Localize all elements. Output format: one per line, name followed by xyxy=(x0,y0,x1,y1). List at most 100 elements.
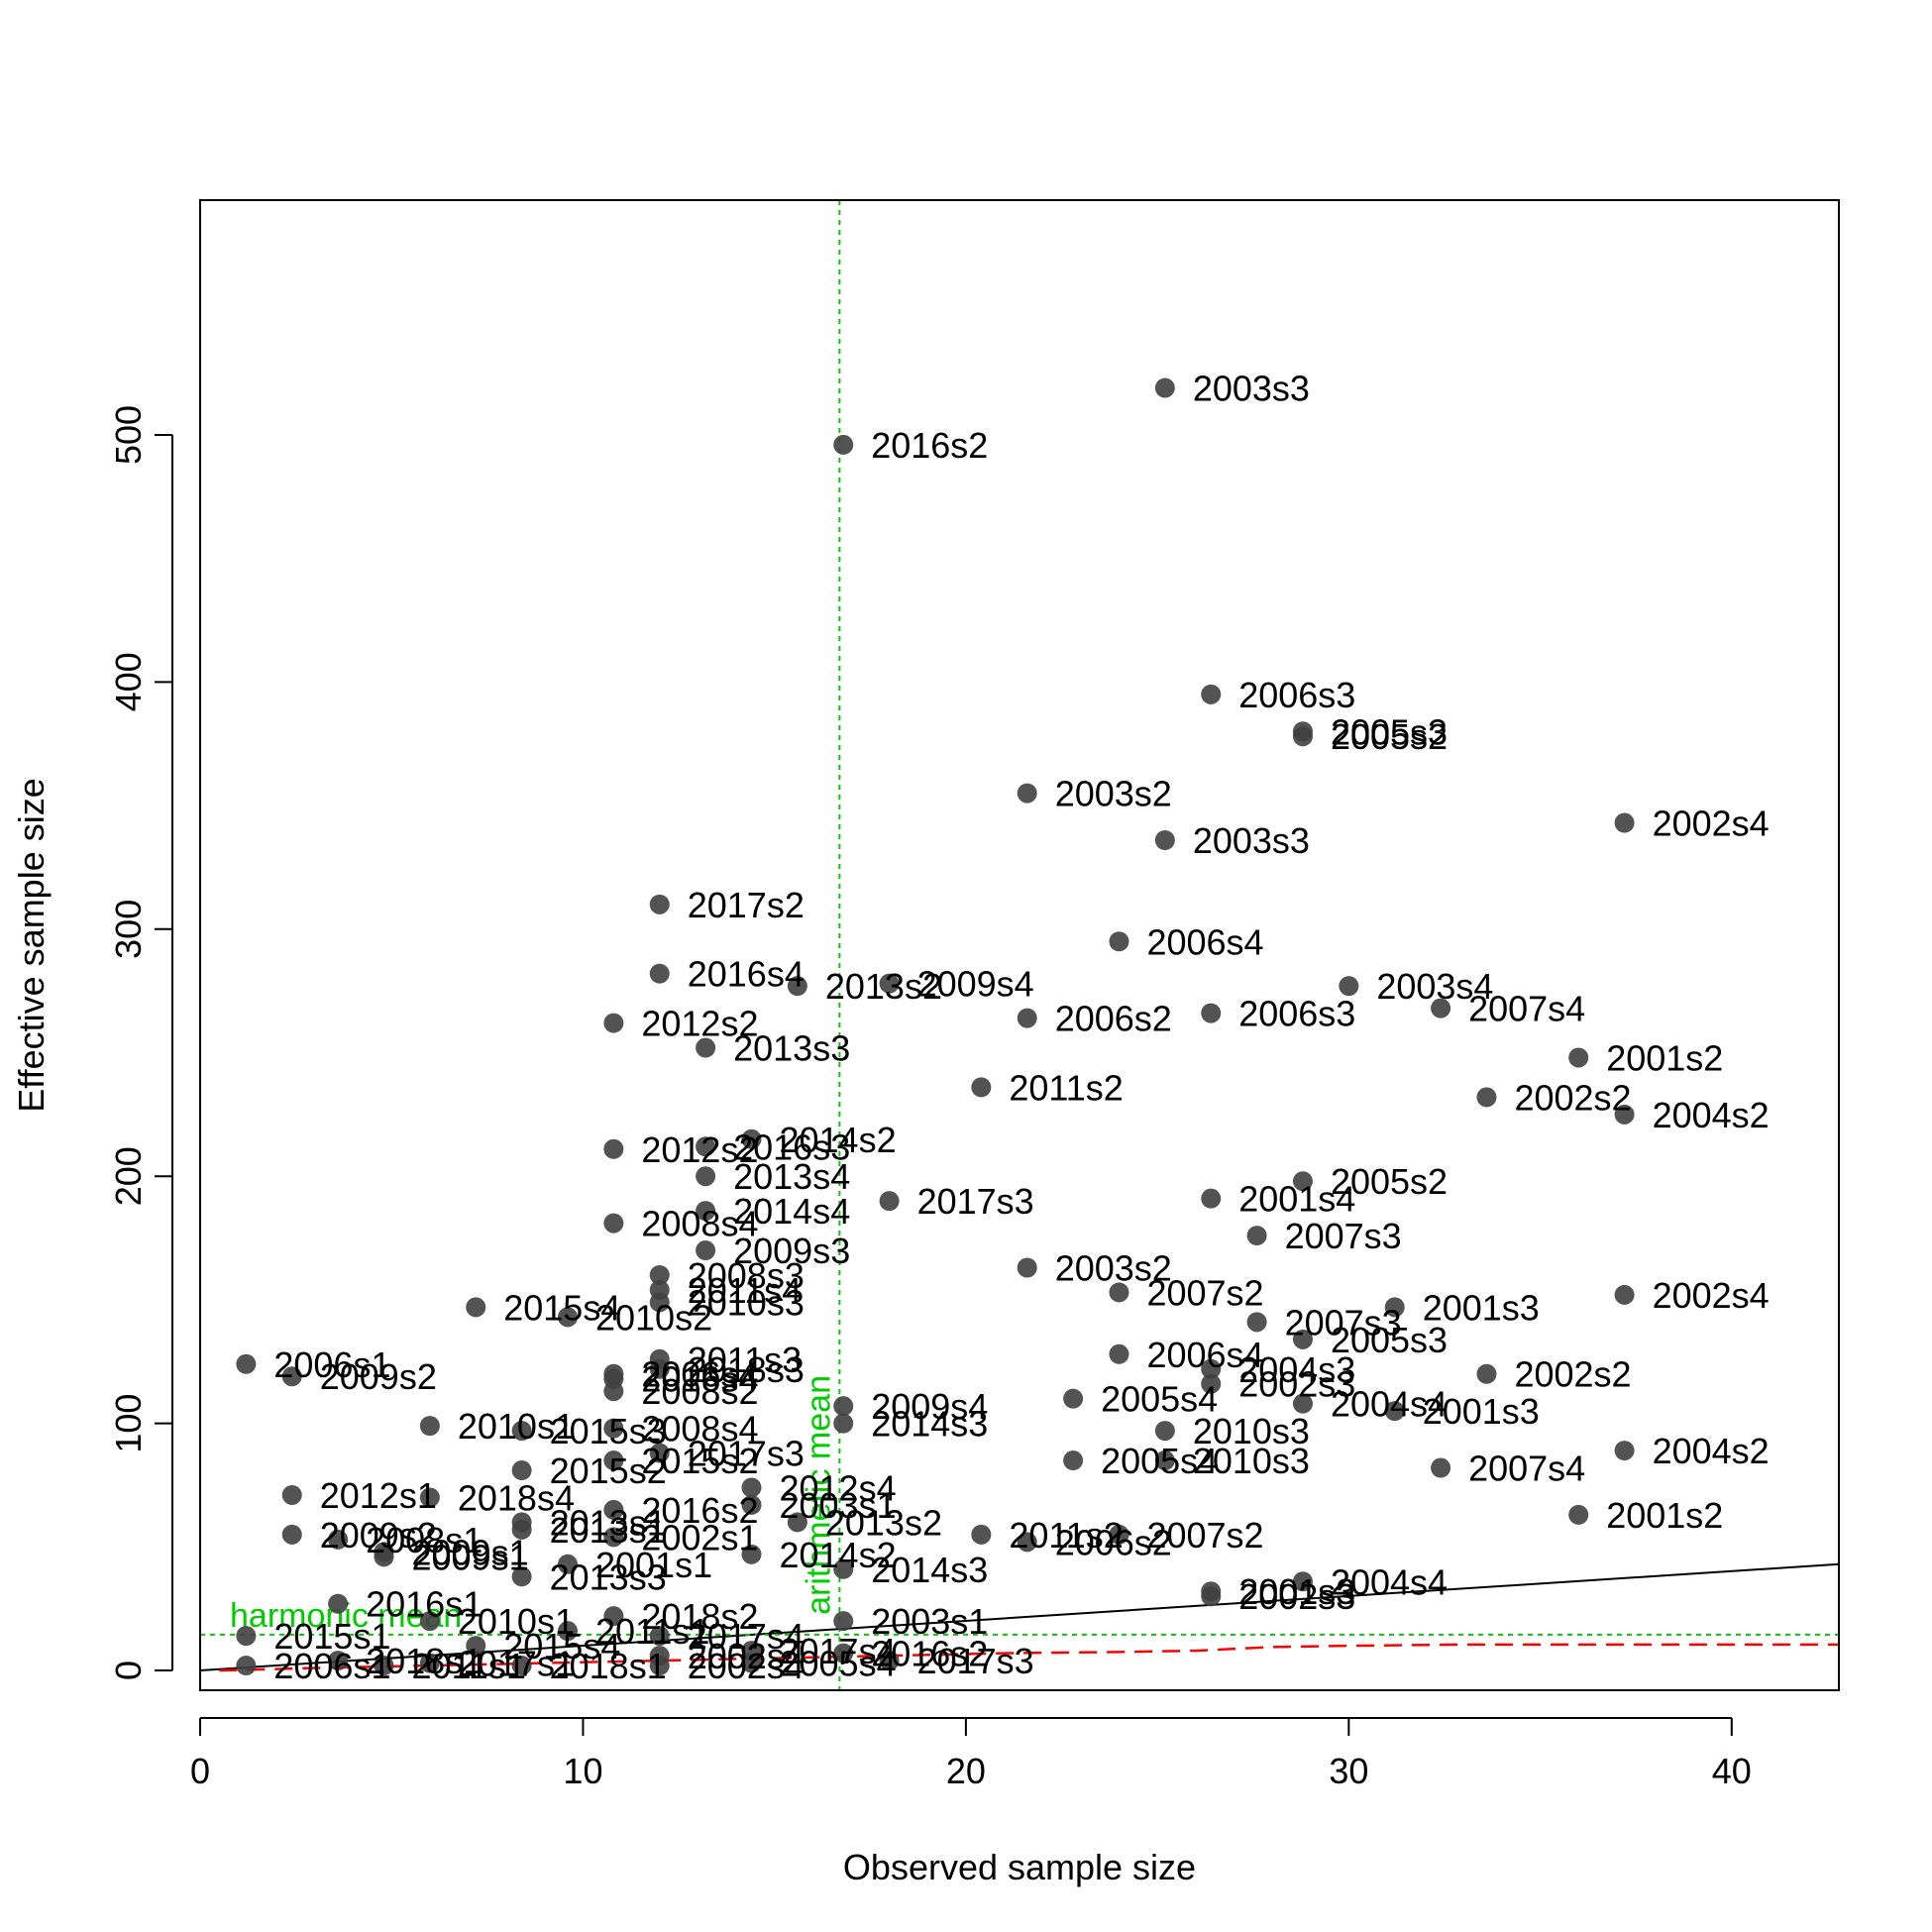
point-label: 2001s1 xyxy=(595,1545,712,1585)
data-point xyxy=(1017,783,1037,804)
data-point xyxy=(374,1656,394,1676)
point-label: 2004s2 xyxy=(1653,1095,1770,1135)
point-label: 2008s4 xyxy=(641,1204,758,1244)
point-label: 2014s2 xyxy=(779,1120,896,1160)
data-point xyxy=(696,1136,716,1157)
data-point xyxy=(511,1460,532,1481)
data-point xyxy=(1201,1003,1222,1023)
data-point xyxy=(1201,1188,1222,1209)
data-point xyxy=(649,963,670,984)
data-point xyxy=(1614,812,1635,833)
x-tick-label: 30 xyxy=(1329,1751,1368,1791)
data-point xyxy=(649,1656,670,1676)
data-point xyxy=(1246,1226,1267,1246)
point-label: 2012s4 xyxy=(779,1467,896,1508)
point-label: 2002s4 xyxy=(1653,1275,1770,1316)
data-point xyxy=(1384,1401,1405,1422)
data-point xyxy=(511,1566,532,1587)
point-label: 2005s3 xyxy=(1331,1320,1448,1360)
data-point xyxy=(1614,1284,1635,1305)
data-point xyxy=(649,894,670,914)
point-label: 2014s3 xyxy=(871,1404,988,1445)
point-label: 2005s4 xyxy=(1101,1441,1218,1481)
arithmetic-mean-label: arithmetic mean xyxy=(800,1375,837,1615)
data-point xyxy=(787,976,807,997)
data-point xyxy=(236,1656,257,1676)
point-label: 2006s3 xyxy=(1238,994,1355,1034)
data-point xyxy=(1476,1363,1497,1384)
data-point xyxy=(879,1651,900,1671)
data-point xyxy=(419,1611,440,1632)
point-label: 2016s1 xyxy=(366,1584,483,1625)
point-labels: 2003s3 2016s2 2006s3 2005s3 2005s2 2003s2 2002… xyxy=(273,369,1769,1686)
point-label: 2013s4 xyxy=(733,1156,850,1197)
point-label: 2017s3 xyxy=(917,1181,1034,1222)
point-label: 2003s2 xyxy=(1055,774,1172,814)
loess-fit-line xyxy=(219,1643,1839,1672)
point-label: 2017s3 xyxy=(688,1434,805,1474)
y-tick-label: 400 xyxy=(108,652,149,711)
point-label: 2009s3 xyxy=(733,1231,850,1271)
data-point xyxy=(603,1381,624,1402)
point-label: 2005s4 xyxy=(1101,1379,1218,1420)
x-axis: 0 10 20 30 40 xyxy=(190,1717,1752,1791)
point-label: 2017s4 xyxy=(779,1631,896,1671)
data-point xyxy=(1201,1373,1222,1394)
point-label: 2016s2 xyxy=(871,1634,988,1674)
point-label: 2009s4 xyxy=(871,1386,988,1427)
data-point xyxy=(696,1240,716,1261)
data-point xyxy=(649,1358,670,1379)
data-point xyxy=(649,1443,670,1463)
data-point xyxy=(741,1653,762,1673)
data-points xyxy=(236,377,1635,1676)
data-point xyxy=(557,1554,578,1574)
data-point xyxy=(1476,1087,1497,1108)
point-label: 2017s2 xyxy=(688,885,805,925)
data-point xyxy=(1109,1343,1129,1364)
point-label: 2003s2 xyxy=(1055,1247,1172,1288)
data-point xyxy=(741,1494,762,1515)
point-label: 2011s3 xyxy=(688,1340,802,1380)
data-point xyxy=(1154,1421,1175,1442)
point-label: 2001s3 xyxy=(1423,1391,1540,1432)
data-point xyxy=(1109,931,1129,952)
y-tick-label: 300 xyxy=(108,900,149,959)
y-tick-label: 100 xyxy=(108,1394,149,1453)
point-label: 2002s1 xyxy=(641,1517,758,1557)
point-label: 2010s1 xyxy=(458,1601,575,1642)
data-point xyxy=(603,1527,624,1548)
data-point xyxy=(419,1653,440,1673)
data-point xyxy=(741,1544,762,1564)
data-point xyxy=(603,1213,624,1234)
point-label: 2006s2 xyxy=(1055,999,1172,1039)
data-point xyxy=(328,1529,349,1550)
y-axis-label: Effective sample size xyxy=(11,778,52,1112)
point-label: 2001s2 xyxy=(1606,1037,1723,1078)
data-point xyxy=(787,1512,807,1533)
point-label: 2010s3 xyxy=(688,1282,805,1323)
point-label: 2005s2 xyxy=(1331,716,1448,757)
data-point xyxy=(833,434,854,455)
point-label: 2006s1 xyxy=(273,1646,390,1686)
plot-frame xyxy=(199,199,1840,1691)
point-label: 2011s1 xyxy=(411,1646,525,1686)
data-point xyxy=(1384,1297,1405,1318)
point-label: 2002s3 xyxy=(1238,1364,1355,1405)
data-point xyxy=(466,1297,486,1318)
point-label: 2017s1 xyxy=(458,1644,575,1684)
data-point xyxy=(696,1201,716,1222)
point-label: 2006s4 xyxy=(641,1354,758,1395)
data-point xyxy=(1614,1104,1635,1125)
point-label: 2001s4 xyxy=(1238,1179,1355,1220)
data-point xyxy=(1063,1450,1084,1471)
point-label: 2018s1 xyxy=(550,1646,667,1686)
point-label: 2006s3 xyxy=(1238,675,1355,715)
data-point xyxy=(1201,684,1222,704)
point-label: 2014s3 xyxy=(871,1550,988,1590)
point-label: 2015s4 xyxy=(503,1287,620,1328)
point-label: 2006s4 xyxy=(1146,1335,1263,1375)
point-label: 2006s4 xyxy=(1146,921,1263,962)
data-point xyxy=(879,973,900,994)
point-label: 2003s3 xyxy=(1193,820,1310,861)
point-label: 2009s1 xyxy=(411,1537,528,1577)
